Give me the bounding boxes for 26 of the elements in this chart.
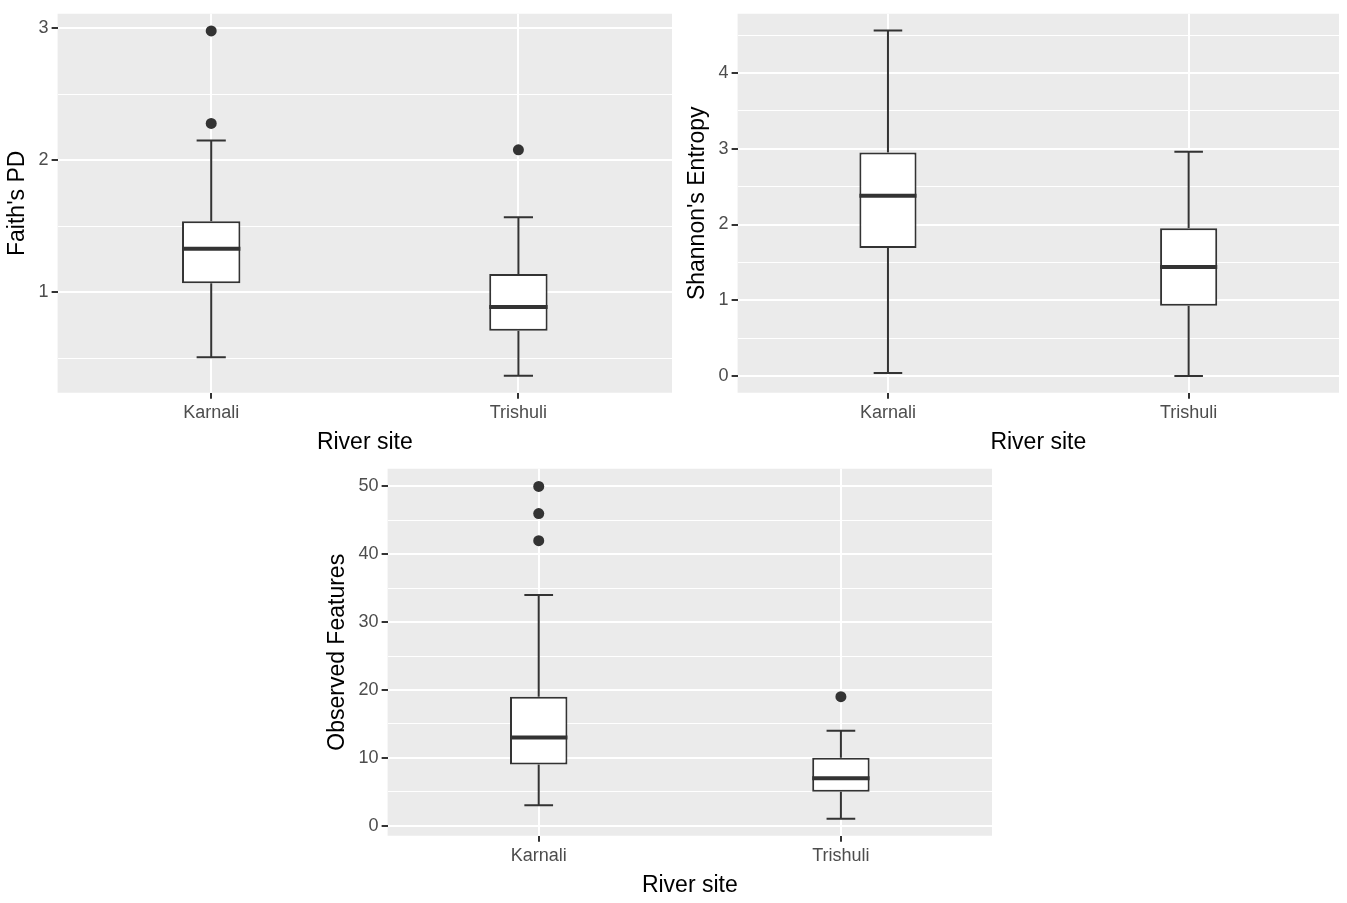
y-tick-label: 0 xyxy=(368,814,379,835)
x-tick-label: Trishuli xyxy=(489,401,548,422)
y-axis-title: Shannon's Entropy xyxy=(683,105,710,301)
x-tick-label: Karnali xyxy=(859,401,916,422)
y-tick-label: 1 xyxy=(718,289,729,310)
y-tick-label: 50 xyxy=(358,475,379,496)
x-axis-title: River site xyxy=(316,427,413,454)
y-tick-label: 3 xyxy=(38,17,49,38)
y-tick-label: 0 xyxy=(718,365,729,386)
y-tick-label: 1 xyxy=(38,281,49,302)
x-tick-label: Trishuli xyxy=(812,844,870,865)
y-tick-label: 2 xyxy=(718,213,729,234)
y-axis-title: Observed Features xyxy=(323,553,350,751)
y-tick-label: 40 xyxy=(358,543,379,564)
x-axis-title: River site xyxy=(641,870,738,897)
x-tick-label: Trishuli xyxy=(1159,401,1218,422)
y-axis-title: Faith's PD xyxy=(3,150,30,256)
y-tick-label: 3 xyxy=(718,137,729,158)
x-tick-label: Karnali xyxy=(510,844,567,865)
y-tick-label: 10 xyxy=(358,746,379,767)
y-tick-label: 2 xyxy=(38,149,49,170)
x-axis-title: River site xyxy=(990,427,1087,454)
y-tick-label: 20 xyxy=(358,678,379,699)
y-tick-label: 4 xyxy=(718,61,729,82)
y-tick-label: 30 xyxy=(358,611,379,632)
x-tick-label: Karnali xyxy=(183,401,240,422)
